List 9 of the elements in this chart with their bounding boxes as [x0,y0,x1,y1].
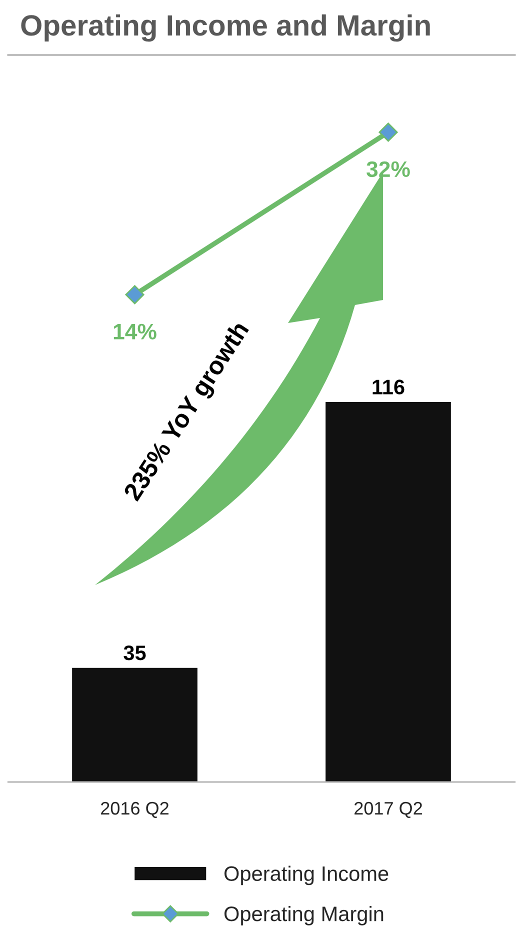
data-label: 116 [372,380,404,394]
data-label: 32% [366,161,410,178]
x-tick-label: 2016 Q2 [101,802,168,818]
legend-label: Operating Income [224,866,388,886]
data-label: 35 [124,645,146,660]
data-label: 14% [114,324,156,340]
legend-label: Operating Margin [224,906,384,926]
chart-title: Operating Income and Margin [21,14,430,42]
x-tick-label: 2017 Q2 [354,802,422,818]
